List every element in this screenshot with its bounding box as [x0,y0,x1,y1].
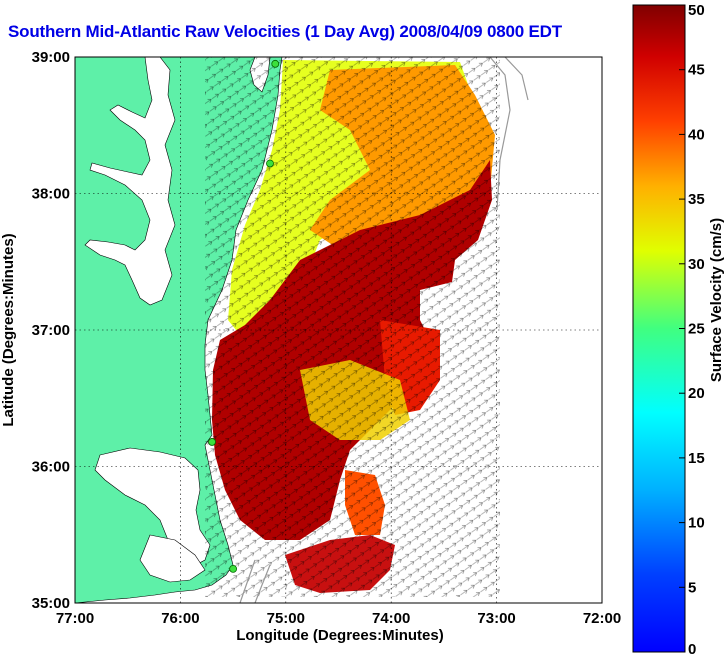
colorbar-label: Surface Velocity (cm/s) [708,218,724,382]
map-title: Southern Mid-Atlantic Raw Velocities (1 … [8,22,562,41]
y-tick-label: 38:00 [32,186,70,203]
radar-site-marker [208,438,216,446]
chesapeake-bay [84,57,176,306]
colorbar-tick-label: 35 [688,191,705,208]
velocity-vector-arrows [205,57,500,597]
x-tick-label: 77:00 [56,610,94,627]
radar-site-marker [229,564,238,573]
map-grid [75,57,602,603]
velocity-field [205,57,500,597]
x-tick-label: 76:00 [161,610,199,627]
y-tick-label: 39:00 [32,49,70,66]
y-tick-label: 35:00 [32,595,70,612]
colorbar-tick-label: 0 [688,641,696,658]
map-frame [74,56,603,604]
x-tick-label: 75:00 [267,610,305,627]
x-tick-labels: 77:00 76:00 75:00 74:00 73:00 72:00 [56,610,621,627]
y-axis-label: Latitude (Degrees:Minutes) [0,233,17,426]
colorbar-tick-label: 25 [688,321,705,338]
y-tick-labels: 39:00 38:00 37:00 36:00 35:00 [32,49,70,612]
colorbar-tick-label: 10 [688,515,705,532]
colorbar-tick-label: 30 [688,256,705,273]
radar-site-marker [266,159,274,168]
colorbar-tick-label: 20 [688,385,705,402]
radar-site-marker [271,59,280,68]
y-tick-label: 37:00 [32,322,70,339]
bathymetry-contours [239,57,529,603]
x-tick-label: 74:00 [372,610,410,627]
x-tick-label: 72:00 [583,610,621,627]
radar-site-markers [208,59,280,573]
x-tick-label: 73:00 [477,610,515,627]
map-plot-area [75,57,602,603]
colorbar-tick-label: 40 [688,126,705,143]
pamlico-sound [139,534,206,583]
colorbar-tick-label: 5 [688,579,696,596]
colorbar-tick-label: 15 [688,450,705,467]
colorbar-tick-label: 45 [688,62,705,79]
colorbar-tick-label: 50 [688,2,705,19]
x-axis-label: Longitude (Degrees:Minutes) [236,627,444,644]
y-tick-label: 36:00 [32,459,70,476]
colorbar-gradient [632,4,686,653]
